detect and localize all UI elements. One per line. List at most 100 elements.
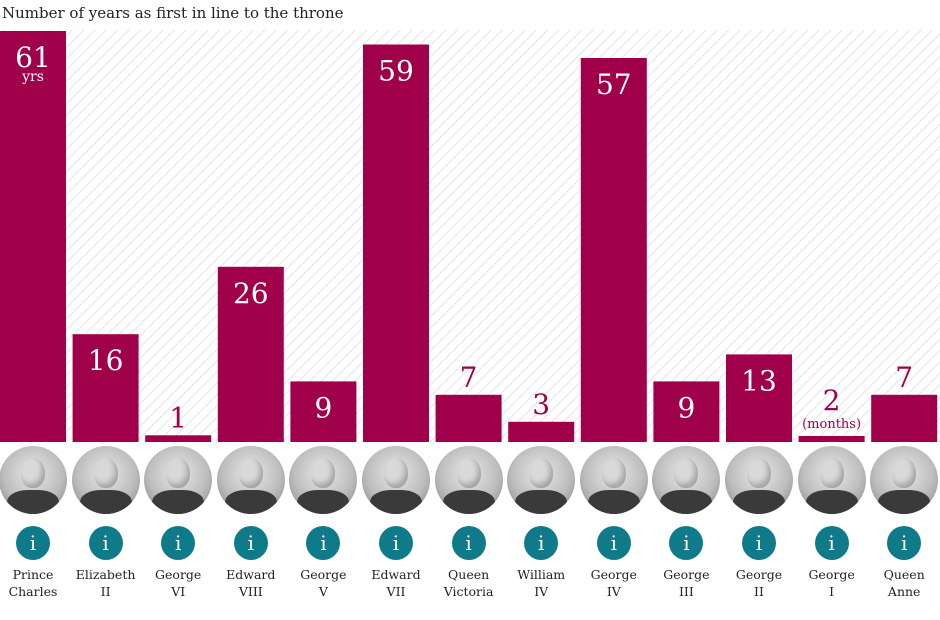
monarch-name-line-1: I	[829, 584, 835, 599]
info-button[interactable]: i	[451, 526, 486, 560]
chart-title: Number of years as first in line to the …	[2, 4, 344, 22]
bar-6	[435, 394, 502, 442]
monarch-name-line-0: George	[735, 567, 783, 582]
monarch-name-line-1: Anne	[887, 584, 921, 599]
monarch-name-line-0: William	[517, 567, 566, 582]
monarch-column: i Queen Anne	[868, 446, 940, 600]
bar-value-label-6: 7	[460, 361, 478, 394]
portrait-body	[152, 490, 205, 514]
bar-5	[363, 44, 429, 442]
bar-value-label-4: 9	[314, 391, 332, 424]
monarch-column: i Edward VIII	[215, 446, 287, 600]
info-button[interactable]: i	[379, 526, 413, 560]
monarch-name-line-0: Queen	[448, 567, 490, 582]
portrait-body	[805, 490, 858, 514]
bar-value-label-8: 57	[596, 68, 632, 101]
portrait-image	[507, 446, 576, 514]
bar-3	[217, 266, 284, 442]
info-button[interactable]: i	[524, 526, 559, 560]
monarch-column: i George II	[723, 446, 795, 600]
monarch-name: George IV	[578, 566, 650, 600]
portrait-image	[216, 446, 285, 514]
monarch-name-line-1: V	[318, 584, 328, 599]
bar-1	[72, 334, 139, 442]
info-button[interactable]: i	[669, 526, 704, 560]
monarch-name: Queen Anne	[868, 566, 940, 600]
monarch-name-line-0: George	[590, 567, 637, 582]
portrait-face	[21, 458, 45, 488]
portrait-body	[878, 490, 931, 514]
unit-label-months: (months)	[802, 417, 861, 432]
monarch-name-line-1: IV	[534, 584, 549, 599]
monarch-column: i William IV	[505, 446, 577, 600]
portrait-body	[7, 490, 59, 514]
monarch-name-line-0: Elizabeth	[75, 567, 136, 582]
info-button[interactable]: i	[306, 526, 341, 560]
monarch-name: George III	[650, 566, 722, 600]
bar-value-label-9: 9	[677, 391, 695, 424]
bar-2	[145, 435, 212, 442]
monarch-name-line-1: VII	[386, 584, 406, 599]
bar-value-label-5: 59	[378, 55, 414, 88]
monarch-name-line-1: Charles	[8, 584, 58, 599]
bar-8	[580, 58, 647, 442]
portrait-image	[289, 446, 358, 514]
info-button[interactable]: i	[596, 526, 631, 560]
bar-10	[726, 354, 792, 442]
monarch-name: George VI	[142, 566, 214, 600]
portrait-face	[93, 458, 118, 488]
bar-7	[508, 421, 575, 442]
bar-9	[653, 381, 720, 442]
monarch-name-line-0: George	[155, 567, 202, 582]
portrait-image	[362, 446, 430, 514]
portrait-body	[733, 490, 785, 514]
bar-11	[798, 436, 865, 442]
portrait-image	[71, 446, 140, 514]
portrait-image	[870, 446, 939, 514]
monarch-name-line-1: VIII	[238, 584, 263, 599]
bar-value-label-10: 13	[741, 364, 777, 397]
portrait-face	[166, 458, 191, 488]
info-button[interactable]: i	[233, 526, 268, 560]
monarch-name-line-0: Edward	[226, 567, 276, 582]
bar-value-label-1: 16	[88, 344, 124, 377]
portrait-body	[660, 490, 713, 514]
monarch-name-line-1: II	[754, 584, 764, 599]
monarch-name-line-1: Victoria	[443, 584, 494, 599]
monarch-name: Prince Charles	[0, 566, 69, 600]
info-button[interactable]: i	[88, 526, 123, 560]
portrait-body	[297, 490, 350, 514]
portrait-face	[384, 458, 408, 488]
portrait-face	[674, 458, 699, 488]
portrait-image	[725, 446, 793, 514]
info-button[interactable]: i	[16, 526, 50, 560]
info-button[interactable]: i	[814, 526, 849, 560]
monarch-column: i Queen Victoria	[433, 446, 505, 600]
monarch-name-line-0: Prince	[12, 567, 54, 582]
monarch-name: George V	[287, 566, 359, 600]
monarch-name: Edward VIII	[215, 566, 287, 600]
portrait-image	[652, 446, 721, 514]
monarch-name-line-0: George	[300, 567, 347, 582]
monarch-name: Elizabeth II	[70, 566, 142, 600]
info-button[interactable]: i	[887, 526, 922, 560]
monarch-name: Queen Victoria	[433, 566, 505, 600]
portrait-face	[238, 458, 263, 488]
info-button[interactable]: i	[742, 526, 776, 560]
portrait-body	[79, 490, 132, 514]
monarch-column: i Prince Charles	[0, 446, 69, 600]
monarch-column: i George VI	[142, 446, 214, 600]
portrait-image	[144, 446, 213, 514]
portrait-body	[224, 490, 277, 514]
monarch-name: George I	[796, 566, 868, 600]
portrait-face	[456, 458, 481, 488]
bar-4	[290, 381, 357, 442]
bar-12	[871, 394, 938, 442]
monarch-name-line-0: Queen	[883, 567, 925, 582]
monarch-column: i George IV	[578, 446, 650, 600]
info-button[interactable]: i	[161, 526, 196, 560]
monarch-name-line-1: VI	[171, 584, 186, 599]
bar-value-label-12: 7	[895, 361, 913, 394]
bar-value-label-3: 26	[233, 277, 269, 310]
